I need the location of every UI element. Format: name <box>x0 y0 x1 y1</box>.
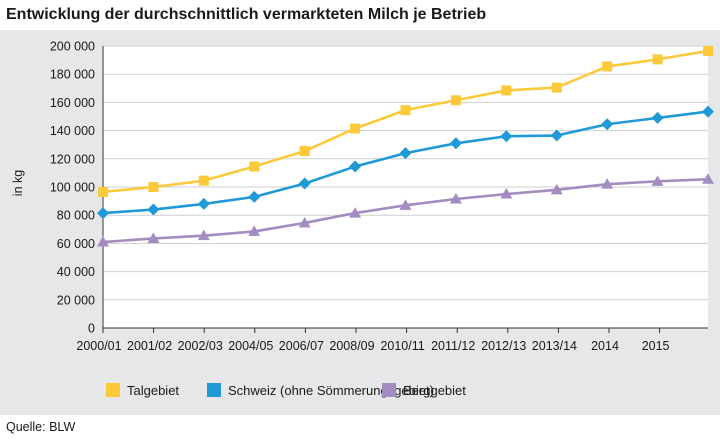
data-point <box>148 182 159 192</box>
data-point <box>601 178 614 189</box>
data-point <box>248 225 261 236</box>
y-tick-label: 0 <box>88 322 95 336</box>
data-point <box>703 45 713 56</box>
data-point <box>298 216 311 228</box>
data-point <box>702 173 714 184</box>
data-point <box>349 207 362 218</box>
y-tick-label: 160 000 <box>50 96 95 110</box>
x-tick-label: 2008/09 <box>329 339 374 353</box>
data-point <box>399 199 412 210</box>
data-point <box>550 129 563 142</box>
data-point <box>450 95 461 106</box>
x-tick-label: 2013/14 <box>532 339 577 353</box>
data-point <box>197 197 210 210</box>
data-point <box>652 54 663 65</box>
y-tick-label: 20 000 <box>57 293 95 307</box>
data-point <box>500 188 513 199</box>
x-tick-label: 2000/01 <box>76 339 121 353</box>
data-point <box>500 130 513 143</box>
y-tick-label: 100 000 <box>50 181 95 195</box>
data-point <box>98 186 108 197</box>
x-tick-label: 2006/07 <box>279 339 324 353</box>
legend-swatch <box>106 383 120 397</box>
data-point <box>601 118 614 131</box>
data-point <box>551 82 562 93</box>
x-tick-label: 2002/03 <box>178 339 223 353</box>
data-point <box>147 232 160 243</box>
chart-title: Entwicklung der durchschnittlich vermark… <box>6 6 487 23</box>
line-chart: 0 20 000 40 000 60 000 80 000 100 000 120 000 1… <box>11 40 714 398</box>
x-tick-label: 2011/12 <box>431 339 475 353</box>
data-point <box>249 161 260 172</box>
data-point <box>501 85 512 96</box>
data-point <box>400 105 411 116</box>
data-point <box>248 190 261 203</box>
data-point <box>147 203 160 216</box>
data-point <box>550 183 563 195</box>
y-tick-label: 180 000 <box>50 68 95 82</box>
data-point <box>197 229 210 241</box>
x-tick-label: 2014 <box>591 339 619 353</box>
data-point <box>97 235 109 247</box>
data-point <box>651 175 664 186</box>
x-tick-label: 2001/02 <box>127 339 172 353</box>
y-tick-label: 200 000 <box>50 40 95 54</box>
legend-label: Talgebiet <box>127 383 179 398</box>
x-tick-label: 2004/05 <box>228 339 273 353</box>
data-point <box>399 147 412 160</box>
x-tick-label: 2015 <box>642 339 670 353</box>
data-point <box>97 207 109 220</box>
data-point <box>602 61 613 72</box>
x-tick-label: 2012/13 <box>481 339 526 353</box>
data-point <box>449 192 462 204</box>
y-tick-label: 140 000 <box>50 124 95 138</box>
y-tick-label: 80 000 <box>57 209 95 223</box>
data-point <box>198 175 209 186</box>
legend-swatch <box>382 383 396 397</box>
legend-label: Berggebiet <box>403 383 466 398</box>
x-tick-label: 2010/11 <box>380 339 424 353</box>
y-tick-label: 120 000 <box>50 152 95 166</box>
y-axis-label: in kg <box>11 170 25 196</box>
data-point <box>350 123 361 134</box>
data-point <box>449 137 462 150</box>
data-point <box>349 160 362 173</box>
y-tick-label: 40 000 <box>57 265 95 279</box>
chart-panel: 0 20 000 40 000 60 000 80 000 100 000 120 000 1… <box>0 30 720 415</box>
data-point <box>299 146 310 157</box>
y-tick-label: 60 000 <box>57 237 95 251</box>
source-note: Quelle: BLW <box>6 420 76 434</box>
data-point <box>651 111 664 124</box>
legend-swatch <box>207 383 221 397</box>
data-point <box>298 177 311 190</box>
data-point <box>702 105 714 118</box>
